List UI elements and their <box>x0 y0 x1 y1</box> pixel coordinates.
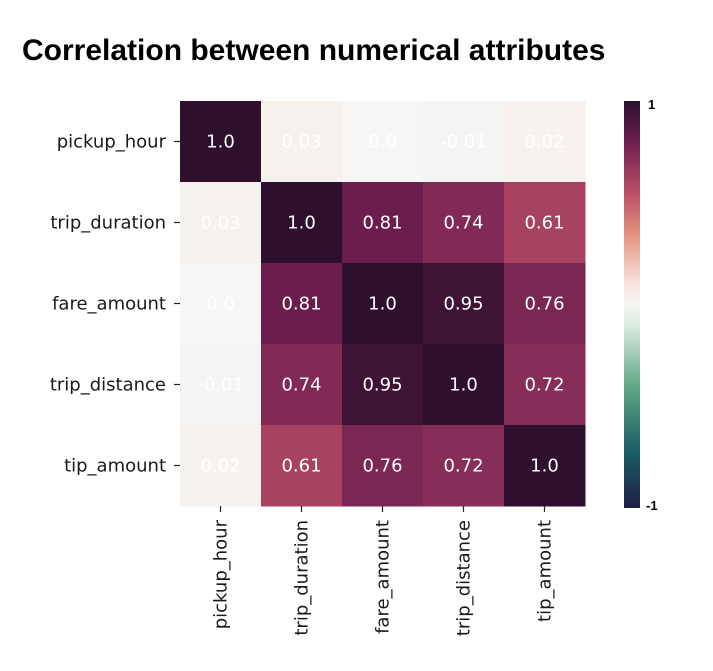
heatmap-cell <box>342 425 424 507</box>
heatmap-cell <box>423 344 505 426</box>
cell-value-label: 1.0 <box>206 132 235 153</box>
row-tick-label: trip_duration <box>50 213 166 234</box>
heatmap-cell <box>180 101 262 183</box>
colorbar: 1 -1 <box>624 97 658 513</box>
cell-value-label: 0.74 <box>281 375 321 396</box>
row-tick-label: trip_distance <box>50 375 166 396</box>
cell-value-label: 1.0 <box>368 294 397 315</box>
heatmap-cell <box>423 182 505 264</box>
cell-value-label: 1.0 <box>530 456 559 477</box>
heatmap-cell <box>504 101 586 183</box>
heatmap-cell <box>261 425 343 507</box>
heatmap-cell <box>423 425 505 507</box>
heatmap-cell <box>504 344 586 426</box>
heatmap-cell <box>261 182 343 264</box>
heatmap-cell <box>180 425 262 507</box>
row-tick-labels: pickup_hour trip_duration fare_amount trip_… <box>50 132 180 477</box>
cell-value-label: 0.95 <box>362 375 402 396</box>
heatmap-cell <box>180 263 262 345</box>
chart-title: Correlation between numerical attributes <box>22 34 606 67</box>
colorbar-gradient <box>624 101 640 508</box>
column-tick-labels: pickup_hour trip_duration fare_amount trip_… <box>211 506 556 636</box>
cell-value-label: 0.61 <box>524 213 564 234</box>
row-tick-label: tip_amount <box>64 456 166 477</box>
cell-value-label: 0.81 <box>362 213 402 234</box>
column-tick-label: trip_duration <box>292 520 313 636</box>
colorbar-min-label: -1 <box>646 498 658 513</box>
cell-value-label: 0.02 <box>524 132 564 153</box>
heatmap-cell <box>504 182 586 264</box>
column-tick-label: pickup_hour <box>211 519 232 629</box>
heatmap-cell <box>261 344 343 426</box>
colorbar-max-label: 1 <box>648 97 655 112</box>
row-tick-label: fare_amount <box>52 294 166 315</box>
column-tick-label: tip_amount <box>535 520 556 622</box>
row-tick-label: pickup_hour <box>57 132 167 153</box>
cell-value-label: 0.72 <box>443 456 483 477</box>
heatmap-cell <box>342 182 424 264</box>
cell-value-label: -0.01 <box>197 375 244 396</box>
heatmap-cell <box>504 425 586 507</box>
heatmap-cell <box>342 263 424 345</box>
heatmap-cell <box>342 101 424 183</box>
heatmap-cell <box>504 263 586 345</box>
cell-value-label: 0.61 <box>281 456 321 477</box>
column-tick-label: fare_amount <box>373 520 394 634</box>
cell-value-label: 1.0 <box>449 375 478 396</box>
cell-value-label: -0.01 <box>440 132 487 153</box>
cell-value-label: 0.03 <box>281 132 321 153</box>
heatmap-cell <box>180 182 262 264</box>
cell-value-label: 0.76 <box>524 294 564 315</box>
column-tick-label: trip_distance <box>454 520 475 636</box>
heatmap-cell <box>342 344 424 426</box>
cell-value-label: 0.72 <box>524 375 564 396</box>
cell-value-label: 0.74 <box>443 213 483 234</box>
cell-value-label: 0.0 <box>368 132 397 153</box>
heatmap-cell <box>423 263 505 345</box>
heatmap-cell <box>423 101 505 183</box>
cell-value-label: 0.03 <box>200 213 240 234</box>
cell-value-label: 0.95 <box>443 294 483 315</box>
heatmap-cells: 1.0 0.03 0.0 -0.01 0.02 0.03 1.0 0.81 0.74 0.61 0.… <box>180 101 586 507</box>
cell-value-label: 0.81 <box>281 294 321 315</box>
cell-value-label: 1.0 <box>287 213 316 234</box>
cell-value-label: 0.76 <box>362 456 402 477</box>
cell-value-label: 0.02 <box>200 456 240 477</box>
heatmap-cell <box>180 344 262 426</box>
heatmap-cell <box>261 101 343 183</box>
heatmap-cell <box>261 263 343 345</box>
cell-value-label: 0.0 <box>206 294 235 315</box>
